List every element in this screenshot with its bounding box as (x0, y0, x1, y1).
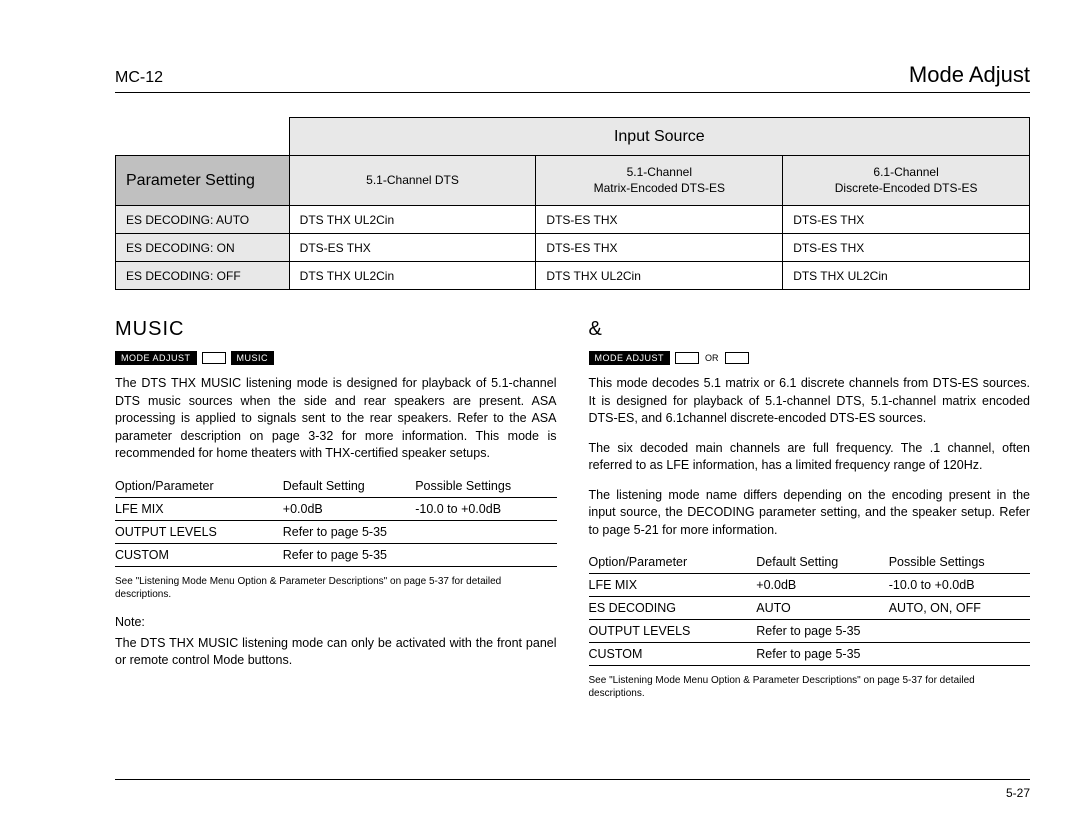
note-text: The DTS THX MUSIC listening mode can onl… (115, 635, 557, 670)
table-row: ES DECODING: ON DTS-ES THX DTS-ES THX DT… (116, 234, 1030, 262)
note-label: Note: (115, 615, 557, 629)
right-p1: This mode decodes 5.1 matrix or 6.1 disc… (589, 375, 1031, 428)
col-header-2: 5.1-Channel Matrix-Encoded DTS-ES (536, 156, 783, 206)
or-label: OR (704, 353, 720, 363)
mode-adjust-badge: MODE ADJUST (589, 351, 671, 365)
blank-icon (725, 352, 749, 364)
input-source-table: Input Source Parameter Setting 5.1-Chann… (115, 117, 1030, 290)
badge-row-left: MODE ADJUST MUSIC (115, 351, 557, 365)
blank-icon (675, 352, 699, 364)
header-left: MC-12 (115, 69, 163, 87)
right-column: & MODE ADJUST OR This mode decodes 5.1 m… (589, 318, 1031, 714)
right-p2: The six decoded main channels are full f… (589, 440, 1031, 475)
page-number: 5-27 (1006, 786, 1030, 800)
input-source-header: Input Source (289, 118, 1029, 156)
header-right: Mode Adjust (909, 62, 1030, 88)
badge-row-right: MODE ADJUST OR (589, 351, 1031, 365)
music-params-table: Option/Parameter Default Setting Possibl… (115, 475, 557, 567)
col-header-3: 6.1-Channel Discrete-Encoded DTS-ES (783, 156, 1030, 206)
page-footer: 5-27 (115, 779, 1030, 800)
music-description: The DTS THX MUSIC listening mode is desi… (115, 375, 557, 463)
col-header-1: 5.1-Channel DTS (289, 156, 536, 206)
music-badge: MUSIC (231, 351, 275, 365)
right-params-table: Option/Parameter Default Setting Possibl… (589, 551, 1031, 666)
parameter-setting-header: Parameter Setting (116, 156, 290, 206)
table-row: ES DECODING: OFF DTS THX UL2Cin DTS THX … (116, 262, 1030, 290)
arrow-icon (202, 352, 226, 364)
table-row: ES DECODING: AUTO DTS THX UL2Cin DTS-ES … (116, 206, 1030, 234)
page-header: MC-12 Mode Adjust (115, 62, 1030, 93)
right-heading: & (589, 318, 1031, 341)
right-footnote: See "Listening Mode Menu Option & Parame… (589, 674, 1031, 700)
music-heading: MUSIC (115, 318, 557, 341)
right-p3: The listening mode name differs dependin… (589, 487, 1031, 540)
music-footnote: See "Listening Mode Menu Option & Parame… (115, 575, 557, 601)
mode-adjust-badge: MODE ADJUST (115, 351, 197, 365)
left-column: MUSIC MODE ADJUST MUSIC The DTS THX MUSI… (115, 318, 557, 714)
